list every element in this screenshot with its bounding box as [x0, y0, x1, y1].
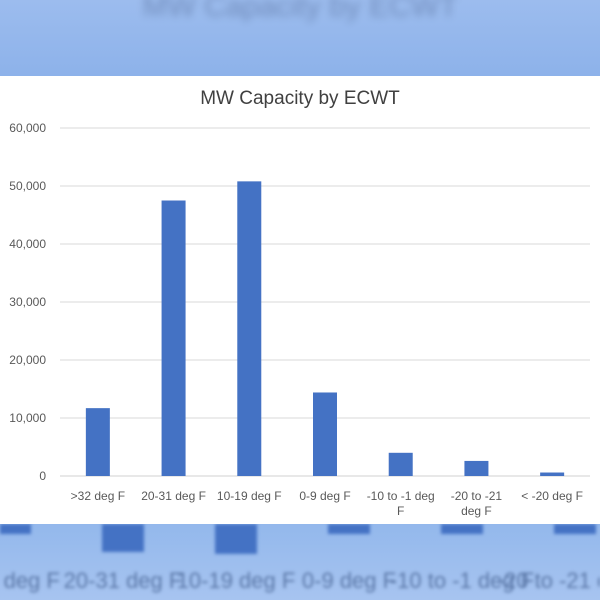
bar-chart: MW Capacity by ECWT 0 10,000 20,000 30,000 4…: [9, 88, 590, 518]
chart-title: MW Capacity by ECWT: [200, 88, 400, 109]
bar: [540, 472, 565, 476]
y-axis-ticks: 0 10,000 20,000 30,000 40,000 50,000 60,000: [9, 121, 46, 483]
x-axis-ticks: >32 deg F 20-31 deg F 10-19 deg F 0-9 deg F…: [71, 489, 583, 518]
bar: [464, 460, 489, 476]
chart-panel: MW Capacity by ECWT 0 10,000 20,000 30,000 4…: [0, 76, 600, 524]
y-tick-label: 20,000: [9, 353, 46, 367]
bar: [388, 452, 413, 476]
background-x-label: -10 to -1 deg F: [390, 568, 534, 593]
y-tick-label: 0: [39, 469, 46, 483]
bar: [237, 181, 262, 477]
y-tick-label: 50,000: [9, 179, 46, 193]
background-bar: [0, 524, 31, 534]
x-tick-label: -10 to -1 deg F: [367, 489, 435, 518]
background-x-label: 10-19 deg F: [177, 568, 296, 593]
background-chart-bottom: >32 deg F20-31 deg F10-19 deg F0-9 deg F…: [0, 524, 600, 600]
bar: [161, 200, 186, 476]
background-chart-bottom-graphic: >32 deg F20-31 deg F10-19 deg F0-9 deg F…: [0, 524, 600, 593]
bars: [85, 181, 565, 477]
bar: [313, 392, 337, 476]
background-x-label: >32 deg F: [0, 568, 60, 593]
background-bar: [215, 524, 257, 554]
background-x-label: 20-31 deg F: [64, 568, 183, 593]
background-chart-top: MW Capacity by ECWT: [0, 0, 600, 76]
x-tick-label: -20 to -21 deg F: [451, 489, 503, 518]
x-tick-label: 0-9 deg F: [299, 489, 350, 503]
x-tick-label: >32 deg F: [71, 489, 125, 503]
background-bar: [554, 524, 596, 534]
y-tick-label: 30,000: [9, 295, 46, 309]
background-bar: [441, 524, 483, 534]
x-tick-label: 10-19 deg F: [217, 489, 282, 503]
background-bar: [102, 524, 144, 552]
background-x-label: 0-9 deg F: [302, 568, 396, 593]
background-chart-title: MW Capacity by ECWT: [142, 0, 458, 23]
y-tick-label: 60,000: [9, 121, 46, 135]
y-tick-label: 10,000: [9, 411, 46, 425]
y-tick-label: 40,000: [9, 237, 46, 251]
x-tick-label: < -20 deg F: [521, 489, 583, 503]
bar: [85, 408, 110, 476]
background-bar: [328, 524, 370, 534]
background-x-label: -20 to -21 deg F: [497, 568, 600, 593]
x-tick-label: 20-31 deg F: [141, 489, 206, 503]
